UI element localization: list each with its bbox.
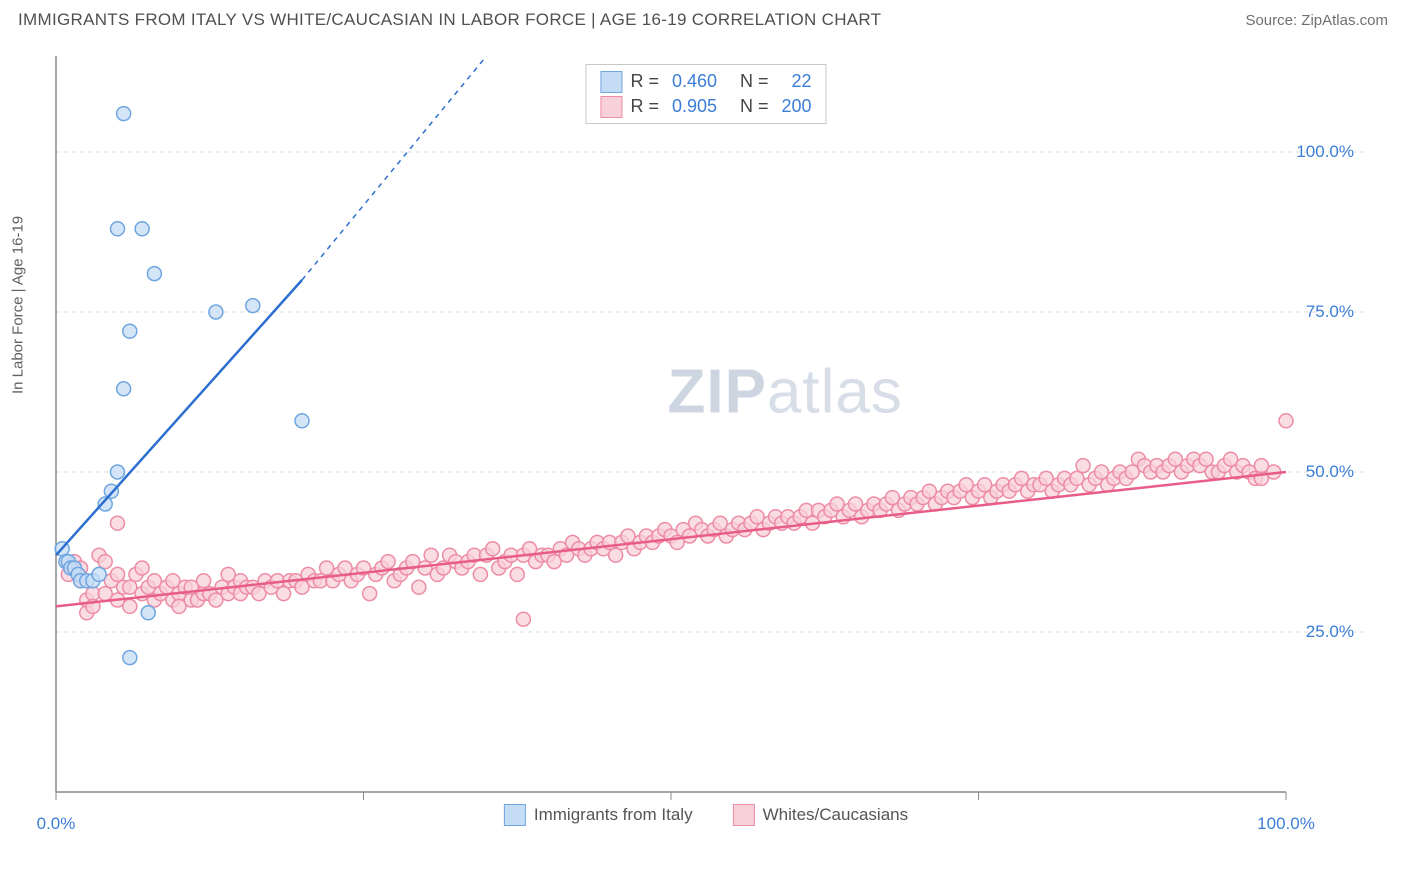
stats-row: R = 0.460 N = 22 [600, 69, 811, 94]
stat-r-value: 0.460 [672, 69, 717, 94]
stat-label: N = [725, 94, 774, 119]
stat-r-value: 0.905 [672, 94, 717, 119]
stat-label: R = [630, 94, 664, 119]
legend-label: Whites/Caucasians [763, 805, 909, 825]
x-tick-label: 100.0% [1257, 814, 1315, 834]
plot-area: In Labor Force | Age 16-19 R = 0.460 N =… [46, 46, 1366, 832]
legend-label: Immigrants from Italy [534, 805, 693, 825]
swatch-icon [733, 804, 755, 826]
y-tick-label: 25.0% [1306, 622, 1354, 642]
legend-item: Immigrants from Italy [504, 804, 693, 826]
y-tick-label: 50.0% [1306, 462, 1354, 482]
source-label: Source: ZipAtlas.com [1245, 12, 1388, 29]
stat-n-value: 200 [782, 94, 812, 119]
stat-label: N = [725, 69, 774, 94]
swatch-icon [600, 71, 622, 93]
stat-n-value: 22 [782, 69, 812, 94]
stats-row: R = 0.905 N = 200 [600, 94, 811, 119]
legend-item: Whites/Caucasians [733, 804, 909, 826]
x-tick-label: 0.0% [37, 814, 76, 834]
y-axis-label: In Labor Force | Age 16-19 [10, 216, 27, 394]
bottom-legend: Immigrants from Italy Whites/Caucasians [504, 804, 908, 826]
swatch-icon [600, 96, 622, 118]
swatch-icon [504, 804, 526, 826]
y-tick-label: 100.0% [1296, 142, 1354, 162]
stats-legend-box: R = 0.460 N = 22 R = 0.905 N = 200 [585, 64, 826, 124]
chart-title: IMMIGRANTS FROM ITALY VS WHITE/CAUCASIAN… [18, 10, 881, 30]
y-tick-label: 75.0% [1306, 302, 1354, 322]
stat-label: R = [630, 69, 664, 94]
scatter-chart [46, 46, 1366, 832]
